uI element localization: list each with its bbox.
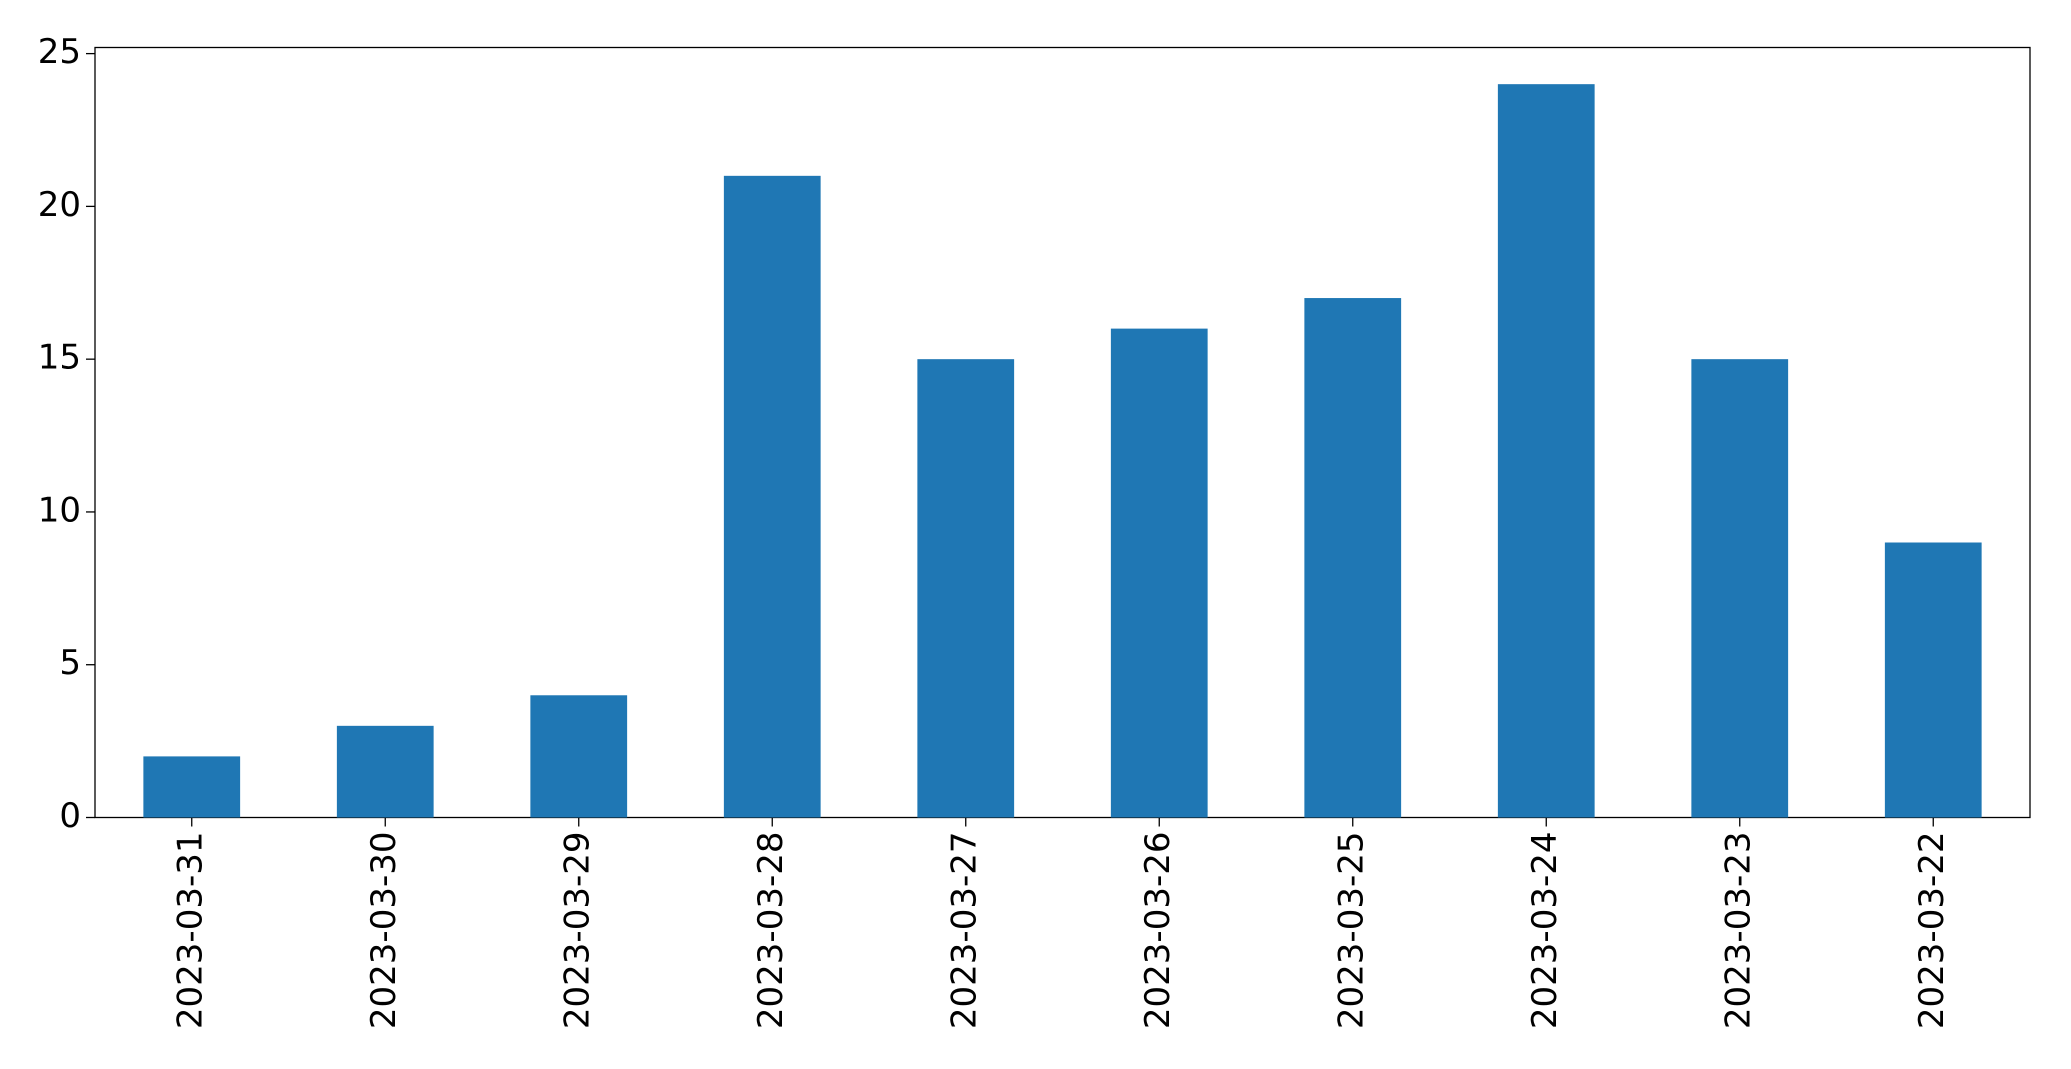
x-tick-label: 2023-03-25	[1331, 832, 1371, 1030]
bar	[1304, 298, 1402, 818]
plot-frame	[94, 46, 2031, 819]
x-tick-label: 2023-03-22	[1912, 832, 1952, 1030]
x-tick-label: 2023-03-24	[1525, 832, 1565, 1030]
x-tick-label: 2023-03-27	[944, 832, 984, 1030]
x-tick-label: 2023-03-28	[751, 832, 791, 1030]
y-tick-label: 15	[38, 338, 81, 378]
x-tick-label: 2023-03-31	[170, 832, 210, 1030]
bar	[1691, 359, 1789, 818]
bar	[723, 175, 821, 818]
x-tick-label: 2023-03-29	[557, 832, 597, 1030]
y-tick-label: 20	[38, 185, 81, 225]
bar	[1497, 84, 1595, 818]
bar	[1884, 542, 1982, 818]
y-tick-label: 0	[59, 796, 81, 836]
bar	[336, 725, 434, 818]
bar	[143, 756, 241, 818]
y-tick-label: 10	[38, 490, 81, 530]
x-tick-label: 2023-03-26	[1138, 832, 1178, 1030]
x-tick-label: 2023-03-23	[1718, 832, 1758, 1030]
x-tick-label: 2023-03-30	[364, 832, 404, 1030]
y-tick-label: 25	[38, 32, 81, 72]
bar	[917, 359, 1015, 818]
bar	[1110, 328, 1208, 818]
bar	[530, 695, 628, 818]
y-tick-label: 5	[59, 643, 81, 683]
